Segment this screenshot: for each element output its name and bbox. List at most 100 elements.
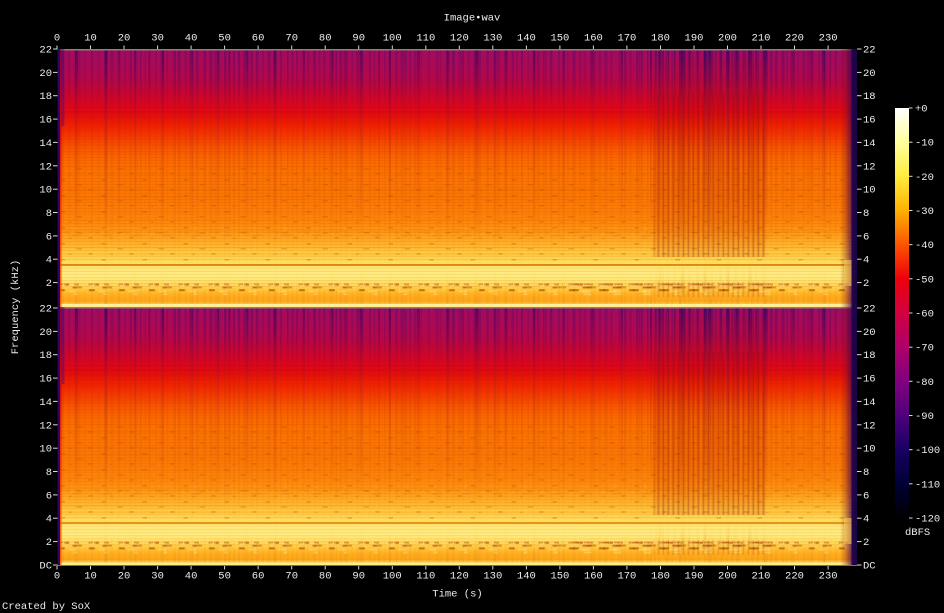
svg-text:110: 110 <box>416 33 435 45</box>
svg-text:170: 170 <box>617 33 636 45</box>
svg-text:12: 12 <box>863 161 876 173</box>
svg-text:20: 20 <box>118 571 131 583</box>
svg-text:10: 10 <box>84 33 97 45</box>
svg-text:18: 18 <box>863 350 876 362</box>
svg-text:-90: -90 <box>915 411 934 423</box>
svg-text:160: 160 <box>584 33 603 45</box>
svg-text:200: 200 <box>718 33 737 45</box>
svg-text:0: 0 <box>54 33 60 45</box>
svg-text:40: 40 <box>185 33 198 45</box>
svg-text:0: 0 <box>54 571 60 583</box>
svg-text:12: 12 <box>863 420 876 432</box>
svg-text:10: 10 <box>863 444 876 456</box>
svg-text:140: 140 <box>517 33 536 45</box>
svg-text:10: 10 <box>39 185 52 197</box>
svg-text:160: 160 <box>584 571 603 583</box>
svg-text:-20: -20 <box>915 172 934 184</box>
svg-text:16: 16 <box>863 115 876 127</box>
svg-text:2: 2 <box>863 278 869 290</box>
svg-text:-80: -80 <box>915 377 934 389</box>
svg-text:4: 4 <box>46 255 52 267</box>
svg-text:dBFS: dBFS <box>905 527 930 539</box>
svg-text:22: 22 <box>863 45 876 57</box>
svg-text:2: 2 <box>46 278 52 290</box>
svg-text:140: 140 <box>517 571 536 583</box>
svg-text:150: 150 <box>550 33 569 45</box>
svg-text:8: 8 <box>863 467 869 479</box>
svg-text:12: 12 <box>39 161 52 173</box>
svg-text:190: 190 <box>685 571 704 583</box>
svg-text:-110: -110 <box>915 479 940 491</box>
svg-text:6: 6 <box>863 490 869 502</box>
svg-text:170: 170 <box>617 571 636 583</box>
svg-text:70: 70 <box>285 571 298 583</box>
svg-text:Frequency (kHz): Frequency (kHz) <box>10 260 22 355</box>
svg-text:DC: DC <box>863 561 876 573</box>
svg-text:120: 120 <box>450 33 469 45</box>
svg-text:-10: -10 <box>915 138 934 150</box>
svg-text:-30: -30 <box>915 206 934 218</box>
svg-text:2: 2 <box>46 537 52 549</box>
svg-text:20: 20 <box>39 327 52 339</box>
svg-text:150: 150 <box>550 571 569 583</box>
svg-text:180: 180 <box>651 33 670 45</box>
svg-text:30: 30 <box>151 571 164 583</box>
svg-text:110: 110 <box>416 571 435 583</box>
svg-text:16: 16 <box>39 115 52 127</box>
svg-text:180: 180 <box>651 571 670 583</box>
svg-text:220: 220 <box>785 571 804 583</box>
svg-text:20: 20 <box>863 68 876 80</box>
svg-text:130: 130 <box>483 33 502 45</box>
svg-text:DC: DC <box>39 561 52 573</box>
svg-text:4: 4 <box>46 514 52 526</box>
svg-text:18: 18 <box>39 350 52 362</box>
svg-text:14: 14 <box>39 397 52 409</box>
svg-text:210: 210 <box>752 571 771 583</box>
svg-text:22: 22 <box>39 304 52 316</box>
svg-text:90: 90 <box>352 571 365 583</box>
svg-text:60: 60 <box>252 33 265 45</box>
svg-text:50: 50 <box>218 571 231 583</box>
svg-text:-70: -70 <box>915 343 934 355</box>
svg-text:14: 14 <box>863 397 876 409</box>
svg-text:120: 120 <box>450 571 469 583</box>
svg-text:60: 60 <box>252 571 265 583</box>
svg-text:8: 8 <box>863 208 869 220</box>
svg-text:20: 20 <box>39 68 52 80</box>
svg-text:220: 220 <box>785 33 804 45</box>
svg-text:22: 22 <box>863 304 876 316</box>
svg-text:8: 8 <box>46 467 52 479</box>
svg-text:130: 130 <box>483 571 502 583</box>
svg-text:210: 210 <box>752 33 771 45</box>
svg-text:4: 4 <box>863 255 869 267</box>
svg-text:10: 10 <box>863 185 876 197</box>
svg-text:-50: -50 <box>915 274 934 286</box>
svg-text:6: 6 <box>46 490 52 502</box>
svg-text:-60: -60 <box>915 309 934 321</box>
svg-text:6: 6 <box>46 231 52 243</box>
svg-text:40: 40 <box>185 571 198 583</box>
svg-text:2: 2 <box>863 537 869 549</box>
svg-text:-120: -120 <box>915 514 940 526</box>
svg-text:18: 18 <box>39 91 52 103</box>
svg-text:14: 14 <box>39 138 52 150</box>
svg-text:100: 100 <box>383 571 402 583</box>
svg-text:Time (s): Time (s) <box>432 589 482 601</box>
svg-text:16: 16 <box>39 374 52 386</box>
svg-text:20: 20 <box>863 327 876 339</box>
svg-text:80: 80 <box>319 33 332 45</box>
svg-text:Created by SoX: Created by SoX <box>2 601 91 613</box>
svg-text:50: 50 <box>218 33 231 45</box>
svg-text:-100: -100 <box>915 445 940 457</box>
svg-text:90: 90 <box>352 33 365 45</box>
svg-text:18: 18 <box>863 91 876 103</box>
svg-text:230: 230 <box>819 33 838 45</box>
svg-text:22: 22 <box>39 45 52 57</box>
svg-text:10: 10 <box>39 444 52 456</box>
svg-text:8: 8 <box>46 208 52 220</box>
svg-text:12: 12 <box>39 420 52 432</box>
svg-text:200: 200 <box>718 571 737 583</box>
svg-text:6: 6 <box>863 231 869 243</box>
svg-text:30: 30 <box>151 33 164 45</box>
svg-text:16: 16 <box>863 374 876 386</box>
